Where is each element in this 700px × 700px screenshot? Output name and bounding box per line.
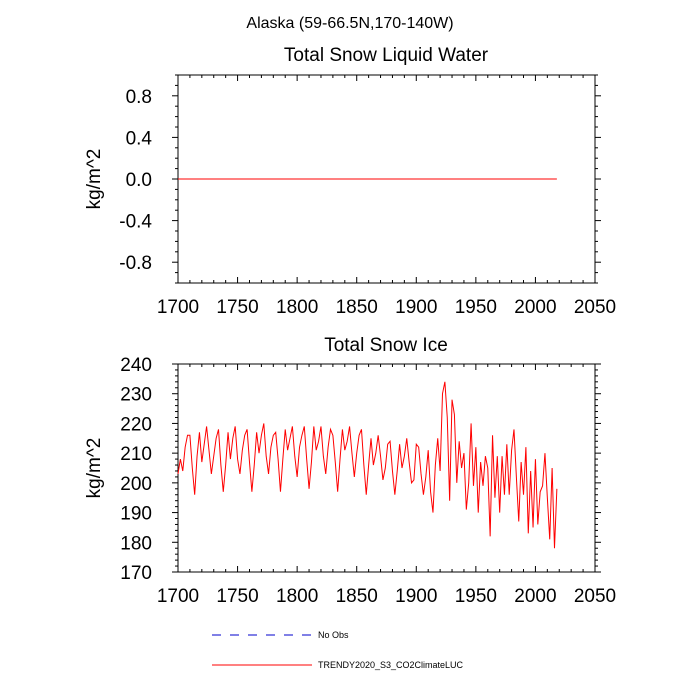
y-tick-label: -0.4 (119, 212, 152, 233)
chart-snow-liquid-water: Total Snow Liquid Water kg/m^2 1700 1750 1… (84, 45, 616, 318)
y-axis-label: kg/m^2 (84, 149, 105, 210)
y-tick-label: 0.4 (126, 128, 153, 149)
y-tick-label: 0.8 (126, 87, 152, 108)
tick-labels: 1700 1750 1800 1850 1900 1950 2000 2050 170 180 19… (120, 355, 616, 607)
chart-snow-ice: Total Snow Ice kg/m^2 1700 1750 1800 1850 19… (84, 335, 616, 607)
chart-title: Total Snow Ice (324, 335, 448, 356)
x-tick-label: 1900 (395, 297, 437, 318)
x-tick-label: 1800 (276, 297, 318, 318)
chart-title: Total Snow Liquid Water (284, 45, 489, 66)
legend-label-model: TRENDY2020_S3_CO2ClimateLUC (318, 660, 464, 670)
y-tick-label: -0.8 (119, 253, 152, 274)
x-tick-label: 1800 (276, 586, 318, 607)
x-tick-label: 1900 (395, 586, 437, 607)
legend-label-no-obs: No Obs (318, 630, 349, 640)
tick-labels: 1700 1750 1800 1850 1900 1950 2000 2050 -0.8 -0.4… (119, 87, 616, 318)
y-tick-label: 190 (120, 504, 152, 525)
x-tick-label: 2000 (514, 586, 556, 607)
x-tick-label: 1850 (336, 297, 378, 318)
x-tick-label: 1950 (455, 297, 497, 318)
axis-ticks (172, 74, 601, 284)
x-tick-label: 2000 (514, 297, 556, 318)
y-tick-label: 220 (120, 414, 152, 435)
x-tick-label: 2050 (574, 297, 616, 318)
x-tick-label: 1700 (157, 586, 199, 607)
legend: No Obs TRENDY2020_S3_CO2ClimateLUC (212, 630, 464, 670)
y-tick-label: 180 (120, 533, 152, 554)
series-line (177, 381, 558, 549)
x-tick-label: 1950 (455, 586, 497, 607)
y-tick-label: 0.0 (126, 170, 152, 191)
axis-ticks (172, 363, 601, 573)
x-tick-label: 1850 (336, 586, 378, 607)
y-tick-label: 210 (120, 444, 152, 465)
y-axis-label: kg/m^2 (84, 438, 105, 499)
x-tick-label: 1700 (157, 297, 199, 318)
figure-title: Alaska (59-66.5N,170-140W) (246, 15, 453, 32)
series-group (177, 381, 558, 549)
y-tick-label: 230 (120, 385, 152, 406)
x-tick-label: 1750 (216, 297, 258, 318)
y-tick-label: 240 (120, 355, 152, 376)
x-tick-label: 1750 (216, 586, 258, 607)
y-tick-label: 170 (120, 563, 152, 584)
plot-frame (177, 363, 596, 573)
y-tick-label: 200 (120, 474, 152, 495)
x-tick-label: 2050 (574, 586, 616, 607)
